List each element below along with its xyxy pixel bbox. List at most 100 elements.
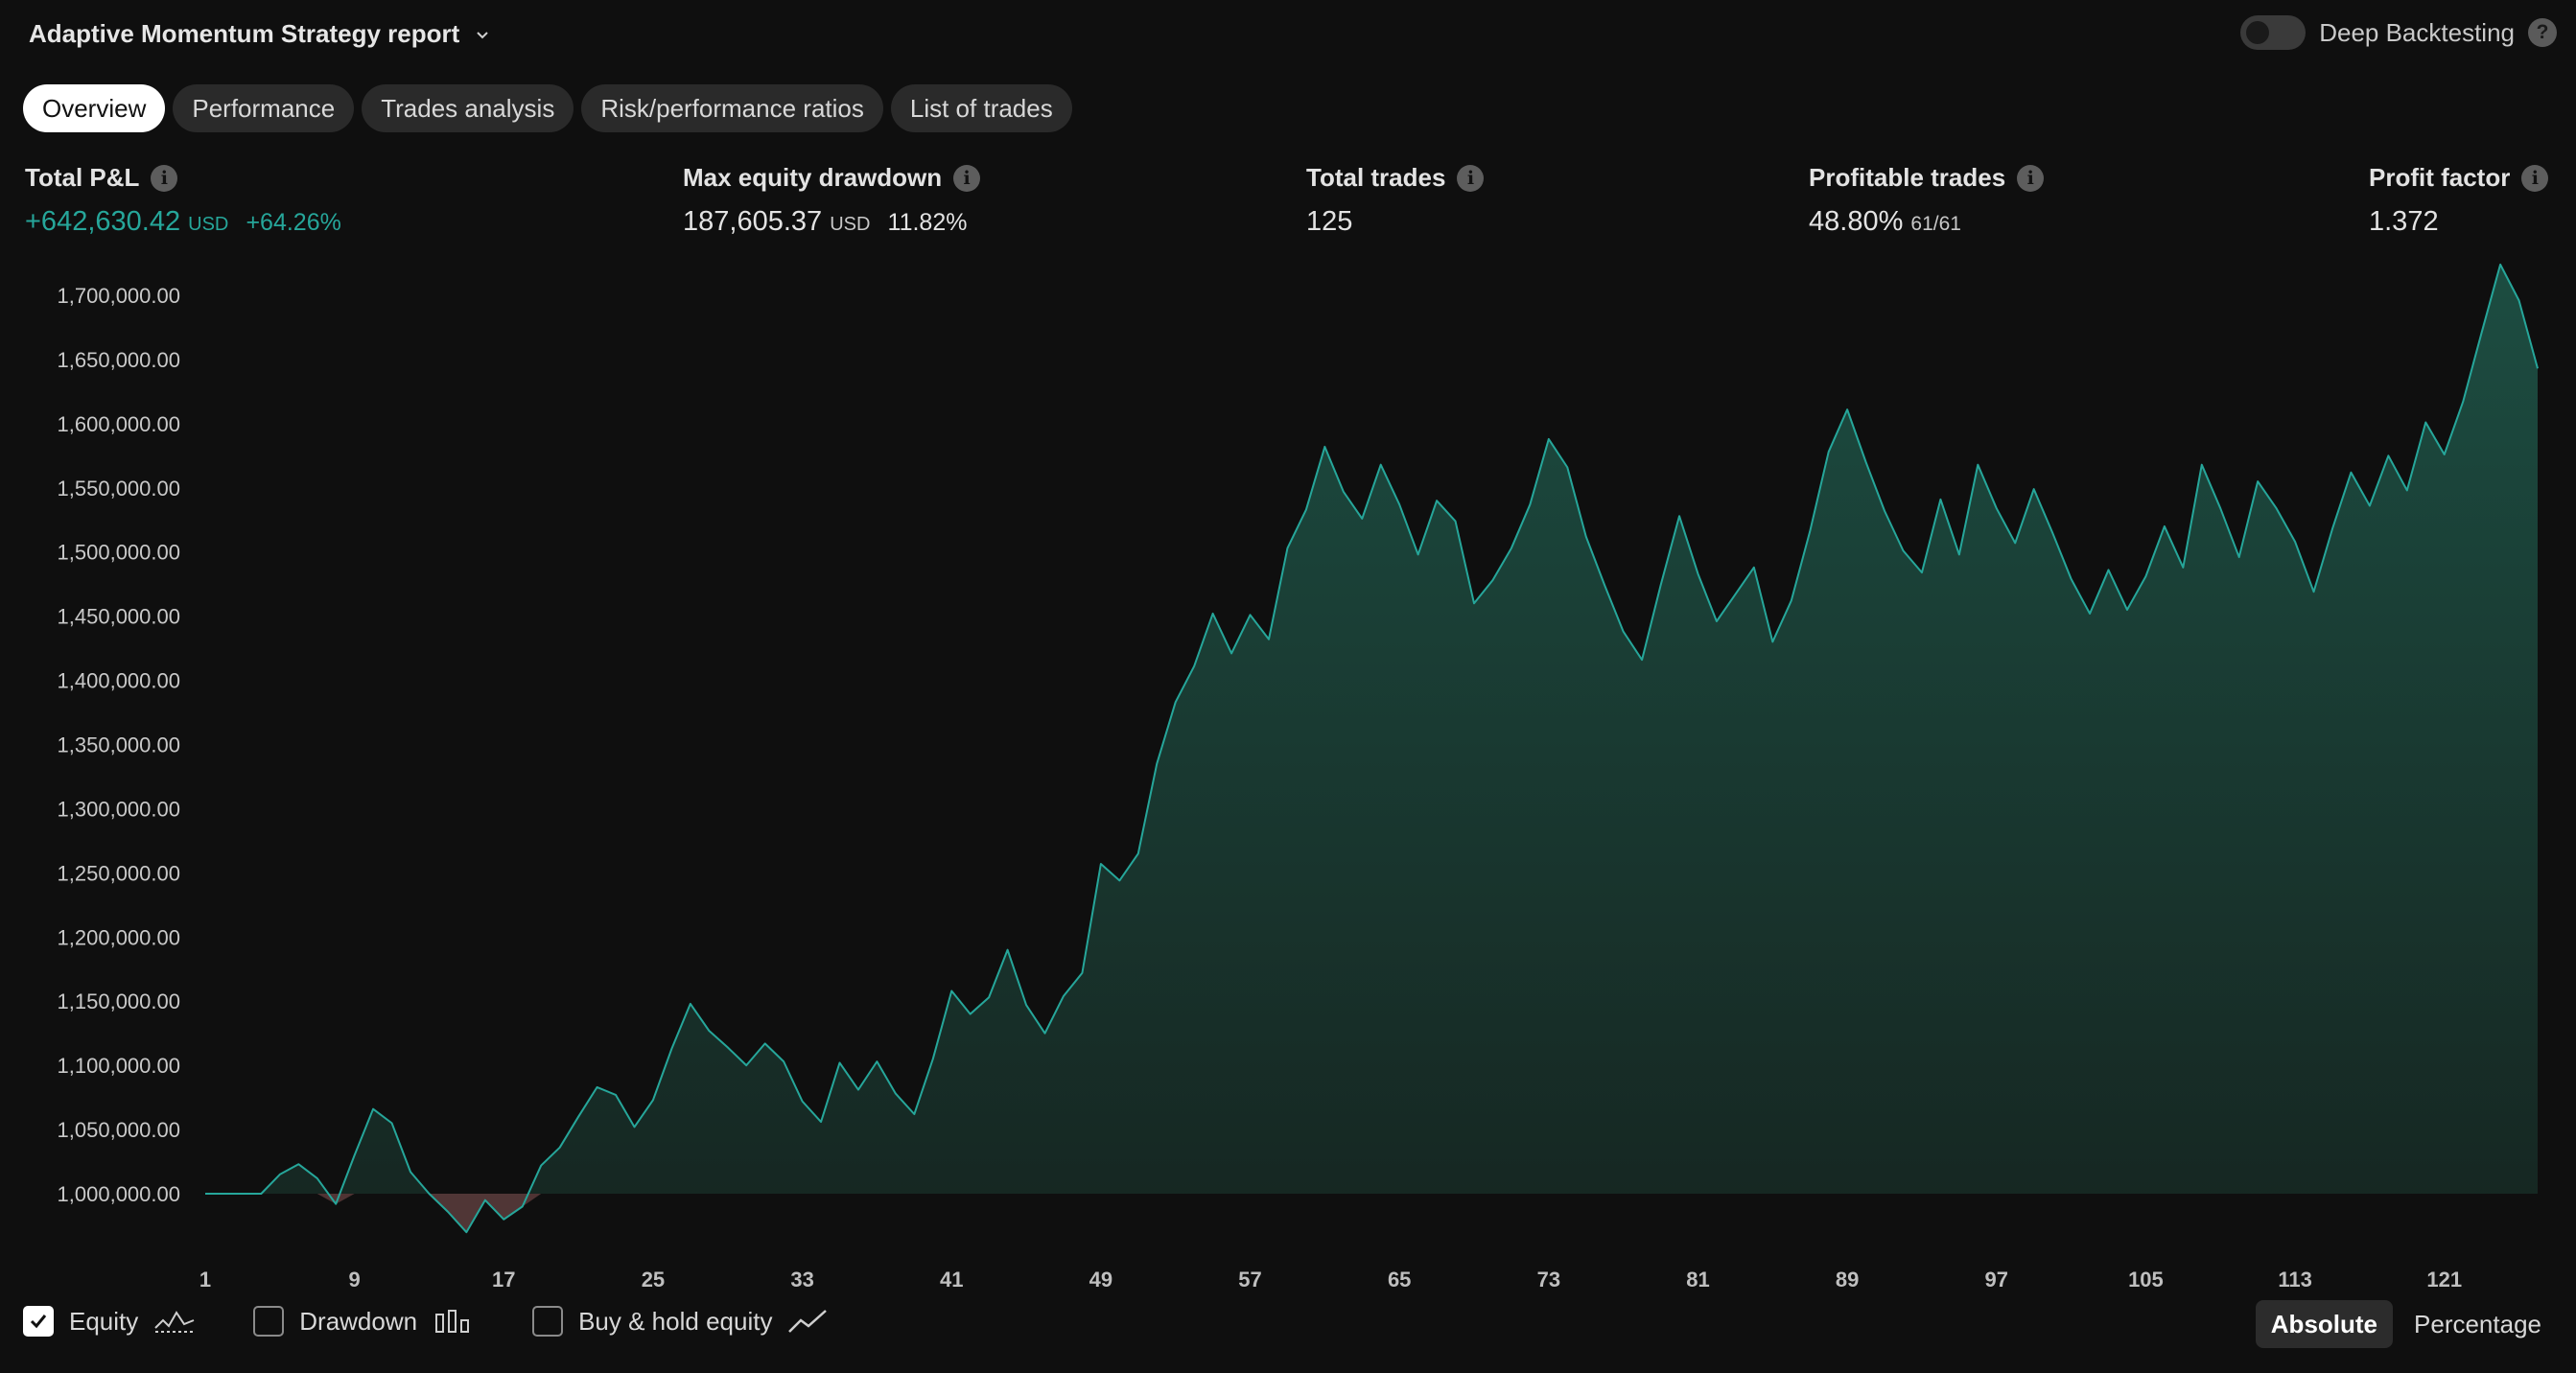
equity-point	[1156, 762, 1159, 765]
equity-point	[1025, 1004, 1028, 1007]
equity-point	[1622, 630, 1625, 633]
equity-checkbox[interactable]	[23, 1306, 54, 1337]
equity-point	[241, 1193, 244, 1196]
equity-point	[2125, 608, 2128, 611]
tab-trades-analysis[interactable]: Trades analysis	[362, 84, 574, 132]
equity-point	[222, 1193, 225, 1196]
equity-point	[2405, 489, 2408, 492]
x-tick-label: 113	[2278, 1268, 2312, 1292]
total-pnl-value: +642,630.42	[25, 206, 181, 237]
equity-area	[205, 264, 2538, 1233]
equity-point	[2537, 367, 2540, 370]
equity-point	[1790, 599, 1792, 602]
equity-point	[2275, 507, 2278, 510]
metric-label: Max equity drawdown i	[683, 163, 981, 193]
max-drawdown-unit: USD	[830, 214, 871, 235]
equity-point	[2014, 542, 2017, 545]
equity-point	[1249, 614, 1252, 617]
equity-point	[1193, 664, 1196, 667]
help-icon[interactable]: ?	[2528, 18, 2557, 47]
equity-point	[1436, 500, 1439, 502]
x-tick-label: 81	[1686, 1268, 1709, 1292]
equity-point	[1043, 1032, 1046, 1035]
y-tick-label: 1,400,000.00	[58, 669, 180, 693]
equity-point	[820, 1121, 823, 1124]
equity-point	[428, 1193, 431, 1196]
equity-point	[1566, 466, 1569, 469]
equity-point	[1510, 547, 1512, 549]
equity-point	[2237, 556, 2240, 559]
equity-point	[260, 1193, 263, 1196]
equity-point	[390, 1122, 393, 1125]
x-tick-label: 89	[1836, 1268, 1859, 1292]
x-tick-label: 1	[199, 1268, 211, 1292]
info-icon[interactable]: i	[151, 164, 178, 192]
tab-performance[interactable]: Performance	[173, 84, 355, 132]
deep-backtesting-label: Deep Backtesting	[2319, 17, 2515, 47]
equity-point	[1398, 503, 1401, 506]
x-tick-label: 9	[349, 1268, 361, 1292]
info-icon[interactable]: i	[1457, 164, 1485, 192]
equity-point	[1323, 445, 1326, 448]
buy-hold-checkbox[interactable]	[532, 1306, 564, 1337]
display-mode-switch: Absolute Percentage	[2255, 1300, 2557, 1348]
metric-value: 187,605.37 USD 11.82%	[683, 206, 980, 238]
tab-overview[interactable]: Overview	[23, 84, 166, 132]
info-icon[interactable]: i	[2521, 164, 2549, 192]
equity-point	[1081, 971, 1084, 974]
equity-point	[1846, 408, 1849, 411]
equity-point	[278, 1173, 281, 1175]
y-tick-label: 1,700,000.00	[58, 284, 180, 308]
y-tick-label: 1,350,000.00	[58, 733, 180, 757]
equity-point	[521, 1205, 524, 1208]
y-tick-label: 1,450,000.00	[58, 605, 180, 629]
equity-point	[2499, 263, 2502, 266]
report-header: Adaptive Momentum Strategy report Deep B…	[0, 0, 2576, 73]
legend-drawdown-label: Drawdown	[299, 1306, 418, 1336]
info-icon[interactable]: i	[2017, 164, 2045, 192]
equity-point	[446, 1210, 449, 1213]
legend-buy-hold[interactable]: Buy & hold equity	[532, 1306, 830, 1337]
equity-point	[856, 1088, 859, 1091]
y-axis: 1,000,000.00 1,050,000.00 1,100,000.00 1,15…	[58, 284, 180, 1206]
equity-point	[577, 1115, 580, 1118]
legend-drawdown[interactable]: Drawdown	[253, 1306, 475, 1337]
metric-label-text: Profit factor	[2369, 163, 2511, 192]
x-tick-label: 25	[642, 1268, 665, 1292]
equity-point	[2387, 454, 2390, 457]
deep-backtesting-toggle[interactable]	[2240, 15, 2307, 50]
equity-point	[689, 1002, 691, 1005]
equity-point	[1267, 638, 1270, 640]
equity-point	[1454, 520, 1457, 523]
profitable-trades-value: 48.80%	[1809, 206, 1904, 237]
legend-buy-hold-label: Buy & hold equity	[578, 1306, 773, 1336]
equity-point	[783, 1060, 785, 1063]
equity-point	[838, 1061, 841, 1064]
y-tick-label: 1,250,000.00	[58, 861, 180, 885]
equity-point	[1304, 508, 1307, 511]
equity-point	[1379, 463, 1382, 466]
report-title-dropdown[interactable]: Adaptive Momentum Strategy report	[29, 19, 492, 49]
legend-equity[interactable]: Equity	[23, 1306, 196, 1337]
percentage-mode-button[interactable]: Percentage	[2414, 1309, 2541, 1338]
equity-point	[2200, 463, 2203, 466]
equity-point	[1342, 490, 1345, 493]
y-tick-label: 1,150,000.00	[58, 989, 180, 1013]
tab-list-of-trades[interactable]: List of trades	[890, 84, 1072, 132]
info-icon[interactable]: i	[953, 164, 981, 192]
x-tick-label: 41	[940, 1268, 963, 1292]
y-tick-label: 1,300,000.00	[58, 797, 180, 821]
absolute-mode-button[interactable]: Absolute	[2255, 1300, 2394, 1348]
x-tick-label: 49	[1089, 1268, 1112, 1292]
equity-line	[205, 263, 2539, 1234]
equity-chart[interactable]: 1,000,000.00 1,050,000.00 1,100,000.00 1,15…	[0, 240, 2576, 1294]
x-tick-label: 105	[2128, 1268, 2164, 1292]
equity-point	[894, 1092, 897, 1095]
drawdown-checkbox[interactable]	[253, 1306, 285, 1337]
equity-point	[1136, 852, 1139, 855]
equity-point	[558, 1146, 561, 1149]
equity-point	[483, 1198, 486, 1201]
equity-point	[1286, 547, 1289, 549]
equity-point	[372, 1107, 375, 1110]
tab-risk-performance-ratios[interactable]: Risk/performance ratios	[581, 84, 883, 132]
